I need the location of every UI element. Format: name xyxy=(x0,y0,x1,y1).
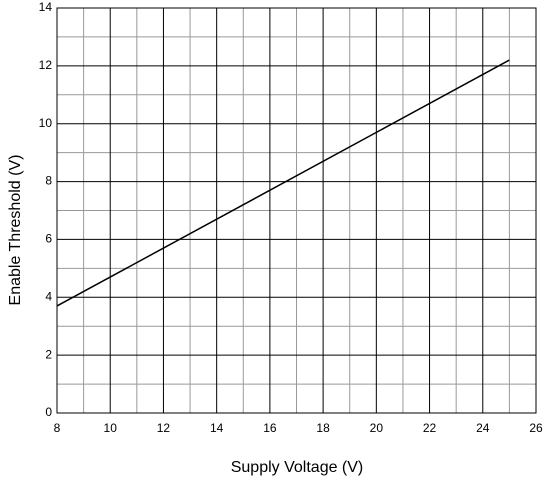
y-tick-label: 12 xyxy=(39,58,53,72)
x-tick-label: 12 xyxy=(157,421,171,435)
x-tick-label: 18 xyxy=(316,421,330,435)
y-tick-label: 0 xyxy=(45,405,52,419)
y-axis-title: Enable Threshold (V) xyxy=(7,155,24,306)
x-tick-label: 16 xyxy=(263,421,277,435)
y-tick-label: 2 xyxy=(45,347,52,361)
y-tick-label: 10 xyxy=(39,116,53,130)
x-tick-label: 22 xyxy=(423,421,437,435)
x-axis-title: Supply Voltage (V) xyxy=(231,459,364,476)
x-tick-label: 14 xyxy=(210,421,224,435)
x-tick-label: 8 xyxy=(54,421,61,435)
x-tick-label: 10 xyxy=(104,421,118,435)
plot-frame xyxy=(56,7,537,414)
x-tick-label: 24 xyxy=(476,421,490,435)
data-line xyxy=(56,59,510,307)
x-tick-label: 26 xyxy=(529,421,543,435)
x-tick-label: 20 xyxy=(370,421,384,435)
y-tick-label: 4 xyxy=(45,289,52,303)
y-tick-label: 6 xyxy=(45,232,52,246)
y-tick-label: 14 xyxy=(39,0,53,14)
y-tick-label: 8 xyxy=(45,174,52,188)
